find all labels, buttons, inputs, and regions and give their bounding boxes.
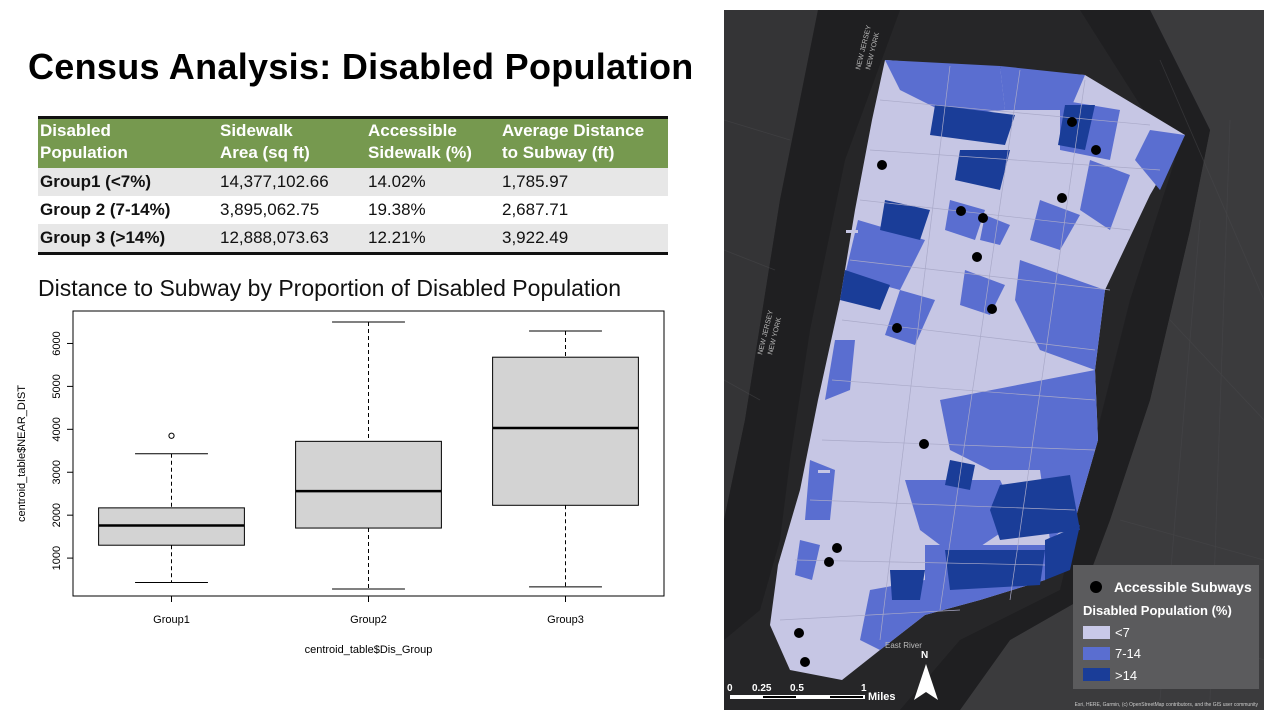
outlier-point [168, 432, 175, 439]
y-tick-label: 6000 [51, 331, 63, 355]
new-jersey-land [724, 10, 818, 520]
subway-station-marker [800, 657, 810, 667]
distance-cell: 3,922.49 [500, 224, 668, 254]
accessible-cell: 12.21% [366, 224, 500, 254]
chart-title: Distance to Subway by Proportion of Disa… [38, 275, 622, 301]
area-cell: 14,377,102.66 [218, 168, 366, 196]
legend-title: Disabled Population (%) [1083, 603, 1232, 618]
y-tick-label: 5000 [51, 374, 63, 398]
scale-label-025: 0.25 [752, 683, 772, 694]
distance-cell: 1,785.97 [500, 168, 668, 196]
page-title: Census Analysis: Disabled Population [28, 46, 694, 87]
subway-station-marker [794, 628, 804, 638]
table-row: Group1 (<7%) 14,377,102.66 14.02% 1,785.… [38, 168, 668, 196]
table-header-row: Disabled Population Sidewalk Area (sq ft) … [38, 117, 668, 168]
table-row: Group 3 (>14%) 12,888,073.63 12.21% 3,92… [38, 224, 668, 254]
legend-label-7-14: 7-14 [1115, 646, 1141, 661]
legend-label-over-14: >14 [1115, 668, 1137, 683]
piers [792, 230, 858, 603]
choropleth-over-14 [840, 105, 1095, 600]
map: NEW JERSEY NEW YORK NEW JERSEY NEW YORK … [724, 10, 1264, 710]
y-tick-label: 3000 [51, 460, 63, 484]
subway-station-marker [972, 252, 982, 262]
accessible-cell: 14.02% [366, 168, 500, 196]
legend-label-under-7: <7 [1115, 625, 1130, 640]
table-row: Group 2 (7-14%) 3,895,062.75 19.38% 2,68… [38, 196, 668, 224]
map-legend: Accessible Subways Disabled Population (… [1073, 565, 1259, 689]
y-tick-label: 4000 [51, 417, 63, 441]
scale-unit: Miles [868, 691, 896, 703]
subway-station-marker [1057, 193, 1067, 203]
svg-text:N: N [921, 650, 928, 661]
legend-swatch-over-14 [1083, 668, 1110, 681]
subway-station-marker [987, 304, 997, 314]
subway-station-marker [919, 439, 929, 449]
boxplot-chart: 1000 2000 3000 4000 5000 6000 centroid_table$N… [16, 310, 665, 656]
subway-station-marker [892, 323, 902, 333]
header-sidewalk-area: Sidewalk Area (sq ft) [218, 117, 366, 168]
y-axis-label: centroid_table$NEAR_DIST [16, 385, 28, 522]
y-tick-label: 2000 [51, 503, 63, 527]
group-cell: Group1 (<7%) [38, 168, 218, 196]
group-cell: Group 2 (7-14%) [38, 196, 218, 224]
legend-subway-symbol [1090, 581, 1102, 593]
legend-swatch-7-14 [1083, 647, 1110, 660]
subway-station-marker [978, 213, 988, 223]
legend-subway-label: Accessible Subways [1114, 579, 1252, 595]
header-accessible-sidewalk: Accessible Sidewalk (%) [366, 117, 500, 168]
map-label-east-river: East River [885, 641, 922, 650]
legend-swatch-under-7 [1083, 626, 1110, 639]
map-attribution: Esri, HERE, Garmin, (c) OpenStreetMap co… [1075, 702, 1259, 708]
scale-label-05: 0.5 [790, 683, 804, 694]
x-axis-label: centroid_table$Dis_Group [305, 644, 433, 656]
header-average-distance: Average Distance to Subway (ft) [500, 117, 668, 168]
subway-station-marker [1067, 117, 1077, 127]
subway-station-marker [824, 557, 834, 567]
area-cell: 12,888,073.63 [218, 224, 366, 254]
manhattan-base [770, 60, 1185, 680]
hudson-river [724, 10, 900, 640]
x-tick-label: Group2 [350, 614, 387, 626]
accessible-cell: 19.38% [366, 196, 500, 224]
north-arrow-icon: N [914, 650, 938, 700]
area-cell: 3,895,062.75 [218, 196, 366, 224]
scale-label-0: 0 [727, 683, 733, 694]
scale-label-1: 1 [861, 683, 867, 694]
subway-station-marker [832, 543, 842, 553]
subway-station-marker [1091, 145, 1101, 155]
header-disabled-population: Disabled Population [38, 117, 218, 168]
x-tick-label: Group3 [547, 614, 584, 626]
brooklyn-queens-land [960, 10, 1264, 710]
subway-station-marker [956, 206, 966, 216]
subway-stations [794, 117, 1101, 667]
y-tick-label: 1000 [51, 546, 63, 570]
tract-boundaries [779, 65, 1161, 641]
box-group2 [295, 440, 442, 529]
distance-cell: 2,687.71 [500, 196, 668, 224]
east-river [900, 10, 1210, 710]
box-group3 [492, 356, 639, 506]
group-cell: Group 3 (>14%) [38, 224, 218, 254]
subway-station-marker [877, 160, 887, 170]
x-tick-label: Group1 [153, 614, 190, 626]
census-table: Disabled Population Sidewalk Area (sq ft) … [38, 116, 668, 255]
scale-bar: 0 0.25 0.5 1 Miles [727, 683, 896, 703]
